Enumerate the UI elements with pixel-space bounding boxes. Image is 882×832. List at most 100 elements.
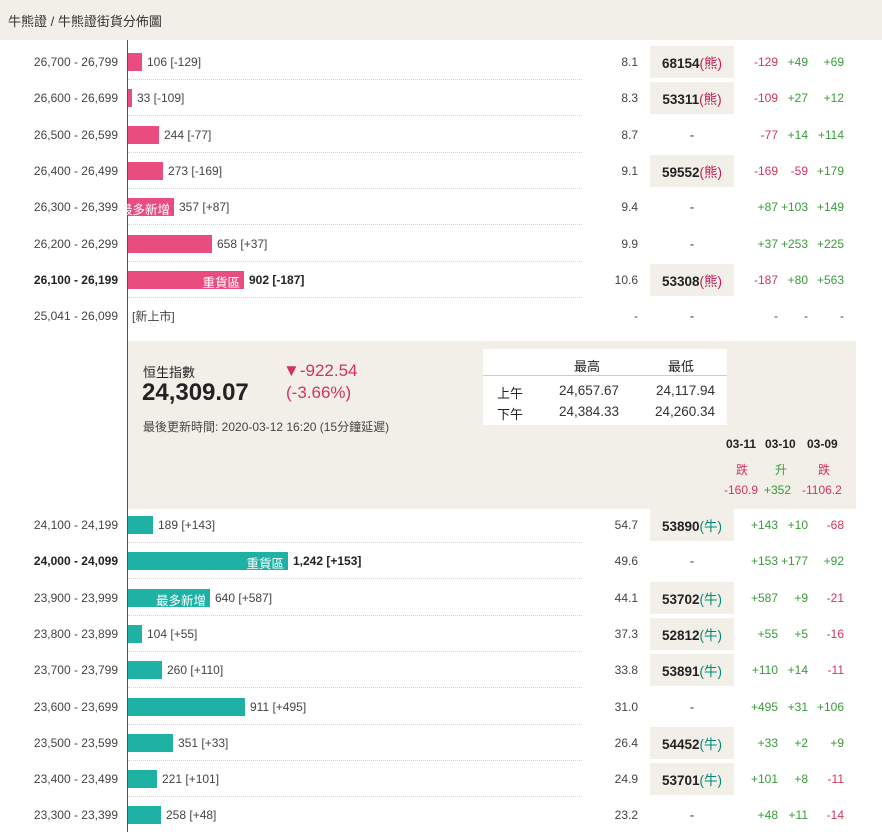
warrant-code[interactable]: 52812(牛): [650, 624, 734, 644]
index-name: 恒生指數: [143, 365, 196, 380]
pm-label: 下午: [497, 407, 524, 422]
price-range: 23,900 - 23,999: [33, 590, 118, 605]
bull-volume-bar[interactable]: [128, 624, 142, 643]
price-range-row[interactable]: 23,300 - 23,399 258 [+48] 23.2 - +48 +11 -14: [0, 797, 882, 832]
daily-change: +587: [750, 590, 778, 605]
bear-volume-bar[interactable]: [128, 234, 212, 253]
pm-low: 24,260.34: [654, 404, 715, 419]
price-range-row[interactable]: 26,600 - 26,699 33 [-109] 8.3 53311(熊) -109 +…: [0, 80, 882, 117]
price-range-row[interactable]: 23,500 - 23,599 351 [+33] 26.4 54452(牛) +33 +…: [0, 725, 882, 761]
warrant-code[interactable]: 59552(熊): [650, 161, 734, 181]
warrant-code-number: 68154: [661, 56, 700, 71]
daily-change: +10: [787, 518, 808, 532]
outstanding-count: 106 [-129]: [147, 55, 202, 69]
warrant-code[interactable]: 53311(熊): [650, 88, 734, 108]
price-range-row[interactable]: 26,700 - 26,799 106 [-129] 8.1 68154(熊) -129…: [0, 44, 882, 80]
daily-change: -16: [826, 626, 844, 641]
bear-volume-bar[interactable]: [128, 89, 132, 108]
row-divider: [128, 796, 582, 798]
code-highlight: [650, 763, 734, 796]
price-range: 26,500 - 26,599: [33, 127, 118, 142]
price-range: 25,041 - 26,099: [33, 309, 118, 324]
price-range-row[interactable]: 23,800 - 23,899 104 [+55] 37.3 52812(牛) +55 +…: [0, 616, 882, 652]
warrant-code: -: [689, 236, 695, 251]
daily-change: +49: [787, 55, 808, 69]
price-range-row[interactable]: 24,000 - 24,099 重貨區 1,242 [+153] 49.6- +153 +…: [0, 543, 882, 580]
price-range-row[interactable]: 26,500 - 26,599 244 [-77] 8.7 - -77 +14 +114: [0, 117, 882, 153]
breadcrumb[interactable]: 牛熊證 / 牛熊證街貨分佈圖: [8, 14, 162, 29]
outstanding-count: 902 [-187]: [249, 272, 305, 287]
daily-change: +12: [823, 91, 844, 106]
price-range: 23,500 - 23,599: [33, 735, 118, 750]
warrant-code[interactable]: 53891(牛): [650, 660, 734, 680]
warrant-kind: (熊): [699, 92, 722, 108]
daily-change: -14: [826, 808, 844, 823]
new-listing-label: [新上市]: [132, 309, 175, 324]
bear-volume-bar[interactable]: [128, 53, 142, 71]
new-listing-row[interactable]: 25,041 - 26,099 [新上市] - - - - -: [0, 298, 882, 334]
bull-volume-bar[interactable]: [128, 770, 157, 789]
bar-tag: 重貨區: [246, 557, 284, 572]
low-header: 最低: [667, 359, 694, 374]
code-highlight: [650, 263, 734, 296]
daily-change: -: [804, 309, 808, 324]
outstanding-count: 273 [-169]: [168, 163, 223, 178]
daily-change: -21: [826, 590, 844, 605]
daily-change: +2: [794, 735, 808, 750]
price-range-row[interactable]: 26,300 - 26,399 最多新增 357 [+87] 9.4 - +87 +103 +…: [0, 189, 882, 226]
bull-volume-bar[interactable]: [128, 661, 162, 680]
price-range-row[interactable]: 23,400 - 23,499 221 [+101] 24.9 53701(牛) +10…: [0, 761, 882, 798]
daily-change: +55: [757, 626, 778, 641]
daily-change: +563: [816, 272, 844, 287]
bull-volume-bar[interactable]: [128, 516, 153, 534]
row-divider: [128, 614, 582, 616]
daily-change: -11: [827, 663, 844, 678]
warrant-code-number: 53311: [662, 92, 700, 108]
price-range-row[interactable]: 23,700 - 23,799 260 [+110] 33.8 53891(牛) +11…: [0, 652, 882, 689]
bear-volume-bar[interactable]: 重貨區: [128, 270, 244, 290]
daily-change: +110: [751, 663, 778, 678]
table-divider: [483, 375, 727, 376]
bear-volume-bar[interactable]: 最多新增: [120, 198, 174, 217]
daily-change: +9: [794, 590, 808, 605]
price-range: 26,100 - 26,199: [33, 272, 118, 287]
warrant-code[interactable]: 53701(牛): [650, 769, 734, 789]
bar-tag: 重貨區: [202, 275, 240, 290]
warrant-code-number: 53890: [661, 519, 700, 534]
outstanding-count: 104 [+55]: [147, 626, 198, 641]
price-range-row[interactable]: 24,100 - 24,199 189 [+143] 54.7 53890(牛) +14…: [0, 507, 882, 543]
warrant-code-number: 59552: [661, 164, 700, 180]
leverage-value: 23.2: [614, 808, 638, 823]
bull-volume-bar[interactable]: [128, 697, 245, 716]
daily-change: +177: [780, 554, 808, 569]
bull-volume-bar[interactable]: 最多新增: [128, 588, 210, 608]
price-range-row[interactable]: 23,600 - 23,699 911 [+495] 31.0 - +495 +31 +10…: [0, 689, 882, 725]
price-range-row[interactable]: 23,900 - 23,999 最多新增 640 [+587] 44.1 53702(牛…: [0, 580, 882, 616]
bear-volume-bar[interactable]: [128, 161, 163, 180]
warrant-code[interactable]: 54452(牛): [650, 733, 734, 753]
price-range-row[interactable]: 26,200 - 26,299 658 [+37] 9.9 - +37 +253 +225: [0, 226, 882, 262]
daily-change: +33: [757, 735, 778, 750]
price-range-row[interactable]: 26,100 - 26,199 重貨區 902 [-187] 10.6 53308(熊)…: [0, 262, 882, 298]
code-highlight: [650, 509, 734, 541]
bull-volume-bar[interactable]: 重貨區: [128, 552, 288, 572]
index-change-percent: (-3.66%): [286, 383, 352, 402]
warrant-code-number: 53702: [661, 591, 700, 607]
bear-volume-bar[interactable]: [128, 125, 159, 144]
warrant-kind: (熊): [699, 273, 723, 289]
warrant-code[interactable]: 53702(牛): [650, 588, 734, 608]
warrant-code[interactable]: 68154(熊): [650, 52, 734, 72]
am-high: 24,657.67: [558, 383, 619, 398]
warrant-code[interactable]: 53308(熊): [650, 270, 734, 290]
warrant-code[interactable]: 53890(牛): [650, 515, 734, 535]
warrant-code-number: 53891: [661, 664, 700, 680]
price-range: 23,800 - 23,899: [33, 626, 118, 641]
row-divider: [128, 296, 582, 298]
row-divider: [128, 650, 582, 652]
warrant-kind: (熊): [699, 56, 723, 71]
bull-volume-bar[interactable]: [128, 733, 173, 752]
price-range-row[interactable]: 26,400 - 26,499 273 [-169] 9.1 59552(熊) -169…: [0, 153, 882, 189]
leverage-value: 33.8: [614, 663, 638, 678]
bull-volume-bar[interactable]: [128, 806, 161, 825]
daily-change: -: [774, 309, 778, 324]
